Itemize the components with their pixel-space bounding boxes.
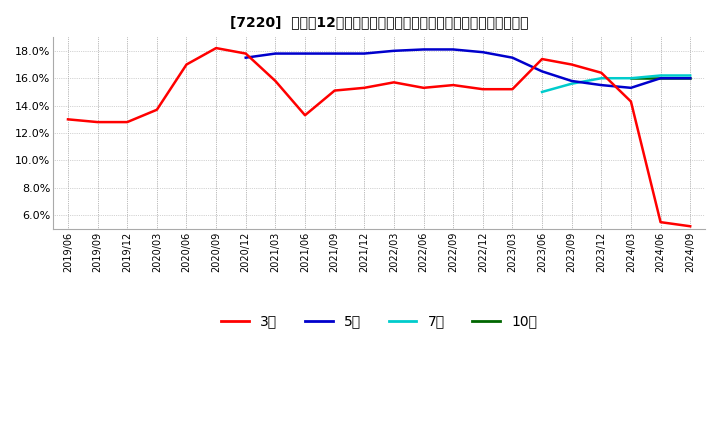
7年	[567, 81, 576, 86]
3年	[597, 70, 606, 75]
5年	[479, 50, 487, 55]
3年	[419, 85, 428, 91]
Title: [7220]  売上高12か月移動合計の対前年同期増減率の標準偏差の推移: [7220] 売上高12か月移動合計の対前年同期増減率の標準偏差の推移	[230, 15, 528, 29]
3年	[449, 82, 457, 88]
5年	[241, 55, 250, 60]
5年	[508, 55, 517, 60]
5年	[686, 76, 695, 81]
3年	[626, 99, 635, 104]
3年	[686, 224, 695, 229]
5年	[419, 47, 428, 52]
7年	[656, 73, 665, 78]
3年	[241, 51, 250, 56]
10年	[626, 76, 635, 81]
3年	[63, 117, 72, 122]
3年	[330, 88, 339, 93]
Line: 5年: 5年	[246, 49, 690, 88]
5年	[390, 48, 398, 53]
3年	[360, 85, 369, 91]
Legend: 3年, 5年, 7年, 10年: 3年, 5年, 7年, 10年	[215, 309, 543, 334]
3年	[94, 119, 102, 125]
5年	[301, 51, 310, 56]
3年	[153, 107, 161, 112]
5年	[656, 76, 665, 81]
10年	[686, 76, 695, 81]
5年	[330, 51, 339, 56]
3年	[538, 56, 546, 62]
3年	[271, 78, 279, 84]
10年	[656, 76, 665, 81]
7年	[686, 73, 695, 78]
5年	[538, 69, 546, 74]
3年	[656, 220, 665, 225]
3年	[479, 87, 487, 92]
3年	[390, 80, 398, 85]
5年	[567, 78, 576, 84]
3年	[567, 62, 576, 67]
Line: 3年: 3年	[68, 48, 690, 226]
7年	[626, 76, 635, 81]
5年	[597, 82, 606, 88]
5年	[626, 85, 635, 91]
7年	[538, 89, 546, 95]
7年	[597, 76, 606, 81]
3年	[123, 119, 132, 125]
5年	[360, 51, 369, 56]
3年	[182, 62, 191, 67]
3年	[301, 113, 310, 118]
Line: 7年: 7年	[542, 76, 690, 92]
5年	[271, 51, 279, 56]
3年	[212, 45, 220, 51]
3年	[508, 87, 517, 92]
5年	[449, 47, 457, 52]
